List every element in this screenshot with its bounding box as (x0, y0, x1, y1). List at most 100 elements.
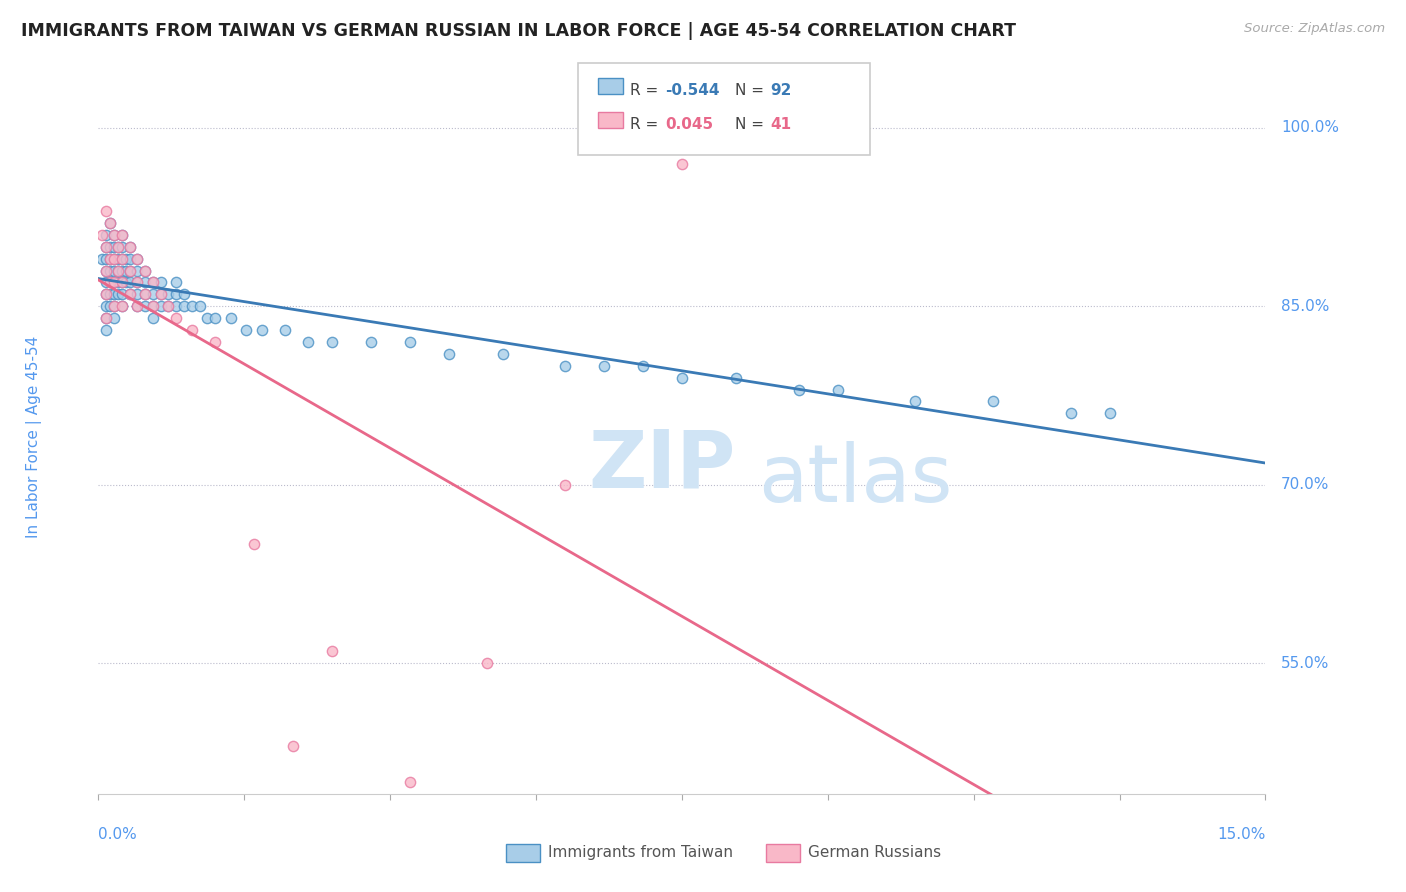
Text: 55.0%: 55.0% (1281, 656, 1329, 671)
Point (111, 227, 134, 242)
Point (91, 227, 114, 242)
Point (111, 263, 134, 277)
Point (107, 263, 129, 277)
Point (98, 252, 121, 266)
Point (321, 334, 343, 349)
Point (96, 299, 118, 313)
Point (142, 276, 165, 290)
Text: 85.0%: 85.0% (1281, 299, 1329, 314)
Point (250, 323, 273, 337)
Point (96, 287, 118, 301)
Point (219, 311, 242, 326)
Point (157, 299, 180, 313)
Point (114, 252, 136, 266)
Point (96, 227, 118, 242)
Point (111, 240, 134, 254)
Point (103, 276, 125, 290)
Point (142, 299, 165, 313)
Text: Immigrants from Taiwan: Immigrants from Taiwan (548, 846, 734, 860)
Text: N =: N = (735, 83, 765, 98)
Point (118, 240, 141, 254)
Point (118, 240, 141, 254)
Text: R =: R = (630, 83, 658, 98)
Point (297, 334, 319, 349)
Point (103, 299, 125, 313)
Point (111, 287, 134, 301)
Point (173, 299, 195, 313)
Point (142, 276, 165, 290)
Point (118, 276, 141, 290)
Point (98, 276, 121, 290)
Point (180, 323, 202, 337)
Point (98, 252, 121, 266)
Point (398, 775, 420, 789)
Text: N =: N = (735, 117, 765, 132)
Point (127, 276, 149, 290)
Point (96, 263, 118, 277)
Point (243, 537, 266, 551)
Point (142, 287, 165, 301)
Point (127, 299, 149, 313)
Point (149, 287, 172, 301)
Point (274, 323, 297, 337)
Point (103, 287, 125, 301)
Point (195, 311, 218, 326)
Point (134, 299, 156, 313)
Point (149, 299, 172, 313)
Text: In Labor Force | Age 45-54: In Labor Force | Age 45-54 (27, 336, 42, 538)
Point (118, 287, 141, 301)
Point (114, 263, 136, 277)
Point (157, 287, 180, 301)
Point (98, 216, 121, 230)
Point (98, 299, 121, 313)
Point (142, 311, 165, 326)
Point (98, 240, 121, 254)
Point (204, 311, 226, 326)
Point (827, 383, 849, 397)
Text: atlas: atlas (758, 441, 952, 519)
Point (107, 287, 129, 301)
Point (477, 656, 499, 670)
Point (165, 276, 187, 290)
Point (165, 287, 187, 301)
Point (631, 359, 654, 373)
Point (103, 240, 125, 254)
Point (107, 240, 129, 254)
Text: 15.0%: 15.0% (1218, 827, 1265, 842)
Point (188, 299, 211, 313)
Point (107, 240, 129, 254)
Point (127, 263, 149, 277)
Point (127, 252, 149, 266)
Point (554, 359, 576, 373)
Point (96, 311, 118, 326)
Point (142, 299, 165, 313)
Point (111, 252, 134, 266)
Point (165, 299, 187, 313)
Point (492, 347, 515, 361)
Text: -0.544: -0.544 (665, 83, 720, 98)
Point (671, 156, 693, 170)
Point (96, 263, 118, 277)
Point (134, 263, 156, 277)
Point (398, 334, 420, 349)
Point (96, 240, 118, 254)
Point (103, 227, 125, 242)
Point (204, 334, 226, 349)
Point (111, 276, 134, 290)
Text: Source: ZipAtlas.com: Source: ZipAtlas.com (1244, 22, 1385, 36)
Point (98, 263, 121, 277)
Point (91, 252, 114, 266)
Point (107, 276, 129, 290)
Point (103, 252, 125, 266)
Point (96, 311, 118, 326)
Point (114, 276, 136, 290)
Point (111, 276, 134, 290)
Point (725, 370, 748, 384)
Point (134, 287, 156, 301)
Point (149, 287, 172, 301)
Point (103, 299, 125, 313)
Text: ZIP: ZIP (589, 426, 735, 505)
Point (127, 299, 149, 313)
Text: IMMIGRANTS FROM TAIWAN VS GERMAN RUSSIAN IN LABOR FORCE | AGE 45-54 CORRELATION : IMMIGRANTS FROM TAIWAN VS GERMAN RUSSIAN… (21, 22, 1017, 40)
Point (98, 216, 121, 230)
